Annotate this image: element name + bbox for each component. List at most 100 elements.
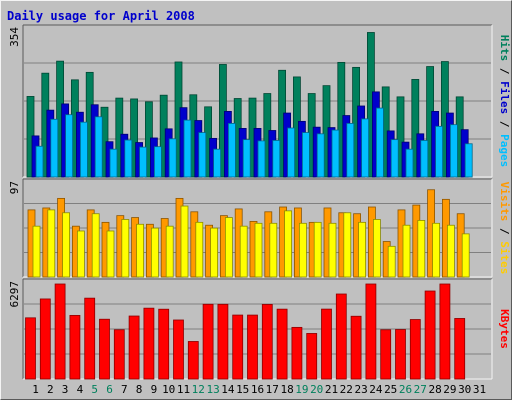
bar-sites-day-22 [343,212,352,278]
x-tick-label-day-19: 19 [295,383,308,396]
bar-sites-day-28 [432,222,441,278]
bar-pages-day-25 [390,139,399,178]
x-tick-label-day-7: 7 [121,383,128,396]
bar-pages-day-20 [316,133,325,178]
bar-kbytes-day-7 [113,329,125,380]
chart-panels: 354 Hits / Files / Pages 97 Visits / Sites 6… [8,24,511,380]
bar-pages-day-6 [109,148,118,178]
bar-sites-day-12 [195,221,204,278]
x-tick-label-day-30: 30 [458,383,471,396]
legend-separator: / [498,221,511,241]
bar-pages-day-27 [420,140,429,178]
bar-pages-day-11 [183,119,192,178]
x-tick-label-day-25: 25 [384,383,397,396]
bar-kbytes-day-26 [395,329,406,380]
bar-sites-day-27 [417,220,426,278]
bar-kbytes-day-24 [365,283,377,380]
kbytes-panel: 6297 KBytes [8,278,511,380]
bar-kbytes-day-14 [217,303,229,380]
bar-sites-day-3 [62,212,70,278]
bar-hits-day-27 [411,79,420,178]
bar-kbytes-day-27 [409,319,421,380]
bar-sites-day-9 [150,227,159,278]
bar-kbytes-day-18 [276,308,288,380]
bar-kbytes-day-25 [380,329,392,380]
bar-pages-day-12 [198,132,207,178]
bar-kbytes-day-10 [158,308,170,380]
bar-pages-day-16 [257,140,266,178]
bar-sites-day-29 [446,224,455,278]
bar-pages-day-15 [242,139,251,178]
x-tick-label-day-15: 15 [236,383,249,396]
kbytes-panel-legend-label: KBytes [498,309,511,349]
x-tick-label-day-16: 16 [251,383,264,396]
x-tick-label-day-24: 24 [369,383,383,396]
bar-kbytes-day-4 [69,314,81,380]
bar-kbytes-day-21 [321,308,332,380]
legend-files: Files [498,81,511,114]
bar-kbytes-day-16 [247,314,258,380]
bar-kbytes-day-30 [454,318,466,380]
bar-sites-day-30 [461,233,470,278]
kbytes-panel-ymax-label: 6297 [8,281,21,308]
legend-pages: Pages [498,134,511,167]
bar-pages-day-9 [153,146,162,178]
bar-kbytes-day-11 [173,319,184,380]
bar-sites-day-19 [298,222,307,278]
bar-pages-day-29 [449,124,458,178]
bar-sites-day-16 [254,222,263,278]
hits-panel: 354 Hits / Files / Pages [8,24,511,178]
bar-kbytes-day-19 [291,326,303,380]
bar-sites-day-21 [328,222,337,278]
x-tick-label-day-28: 28 [428,383,441,396]
x-tick-label-day-4: 4 [77,383,84,396]
bar-sites-day-7 [121,219,130,278]
x-tick-label-day-22: 22 [340,383,353,396]
hits-panel-ymax-label: 354 [8,27,21,47]
bar-sites-day-5 [91,213,100,278]
legend-visits: Visits [498,182,511,222]
bar-sites-day-13 [210,227,219,278]
bar-sites-day-4 [77,230,85,278]
bar-hits-day-26 [396,96,405,178]
bar-pages-day-26 [405,148,414,178]
series-kbytes [25,283,466,380]
visits-panel: 97 Visits / Sites [8,178,511,278]
bar-sites-day-24 [372,219,381,278]
series-sites [32,205,470,278]
x-tick-label-day-31: 31 [473,383,486,396]
bar-kbytes-day-1 [25,317,36,380]
bar-pages-day-7 [124,139,133,178]
hits-panel-legend-label: Hits / Files / Pages [498,35,511,168]
bar-kbytes-day-29 [439,283,451,380]
bar-pages-day-22 [346,123,355,178]
bar-kbytes-day-8 [128,315,140,380]
x-tick-label-day-5: 5 [91,383,98,396]
bar-sites-day-18 [284,210,293,278]
bar-kbytes-day-6 [99,318,110,380]
bar-kbytes-day-12 [187,341,199,380]
bar-sites-day-8 [136,223,145,278]
series-files [31,91,469,178]
x-tick-label-day-29: 29 [443,383,456,396]
bar-pages-day-19 [301,132,310,178]
bar-pages-day-3 [65,114,73,178]
bar-sites-day-15 [239,225,248,278]
bar-hits-day-8 [130,98,139,178]
bar-sites-day-14 [224,217,233,278]
bar-sites-day-1 [32,225,41,278]
x-tick-label-day-10: 10 [162,383,175,396]
x-tick-label-day-13: 13 [206,383,219,396]
bar-kbytes-day-9 [143,307,155,380]
bar-pages-day-23 [361,118,370,178]
visits-panel-legend-label: Visits / Sites [498,182,511,275]
bar-kbytes-day-13 [202,303,214,380]
bar-pages-day-14 [227,123,236,178]
bar-kbytes-day-20 [306,333,318,380]
legend-sites: Sites [498,241,511,274]
bar-kbytes-day-17 [261,304,273,380]
bar-pages-day-13 [213,148,222,178]
bar-kbytes-day-28 [424,290,436,380]
